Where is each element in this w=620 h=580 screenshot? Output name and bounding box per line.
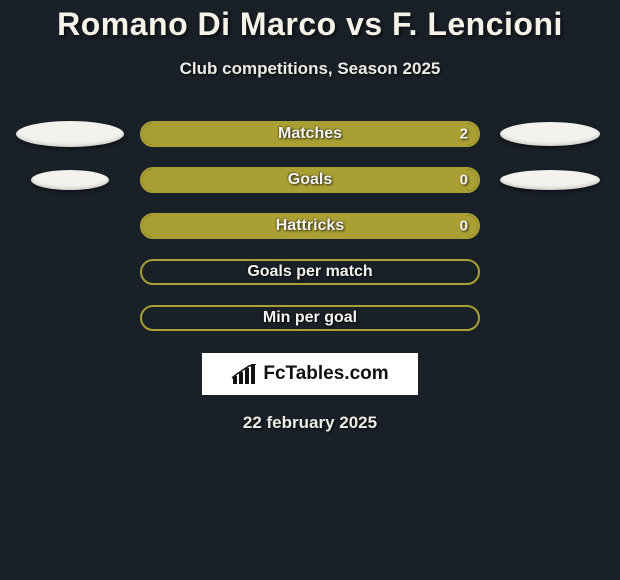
stat-bar: Hattricks0 [140,213,480,239]
left-ellipse [16,121,124,147]
left-ellipse [31,170,109,190]
left-side [0,213,140,239]
stat-label: Min per goal [142,309,478,327]
stat-label: Hattricks [142,217,478,235]
stat-rows: Matches2Goals0Hattricks0Goals per matchM… [0,121,620,331]
stat-row: Matches2 [0,121,620,147]
stat-label: Goals [142,171,478,189]
stat-row: Goals per match [0,259,620,285]
title: Romano Di Marco vs F. Lencioni [0,6,620,43]
stat-bar: Goals per match [140,259,480,285]
right-side [480,213,620,239]
stat-bar: Min per goal [140,305,480,331]
stat-value: 0 [460,218,468,235]
logo-text: FcTables.com [263,363,388,385]
stat-value: 0 [460,172,468,189]
logo-box: FcTables.com [202,353,418,395]
date: 22 february 2025 [0,413,620,433]
stat-row: Hattricks0 [0,213,620,239]
right-side [480,259,620,285]
chart-icon [231,364,257,384]
stat-label: Matches [142,125,478,143]
right-side [480,167,620,193]
stat-row: Goals0 [0,167,620,193]
stat-bar: Goals0 [140,167,480,193]
left-side [0,121,140,147]
right-ellipse [500,170,600,190]
stat-label: Goals per match [142,263,478,281]
right-side [480,305,620,331]
stat-bar: Matches2 [140,121,480,147]
right-side [480,121,620,147]
left-side [0,259,140,285]
comparison-infographic: Romano Di Marco vs F. Lencioni Club comp… [0,0,620,433]
left-side [0,305,140,331]
stat-row: Min per goal [0,305,620,331]
left-side [0,167,140,193]
stat-value: 2 [460,126,468,143]
subtitle: Club competitions, Season 2025 [0,59,620,79]
right-ellipse [500,122,600,146]
